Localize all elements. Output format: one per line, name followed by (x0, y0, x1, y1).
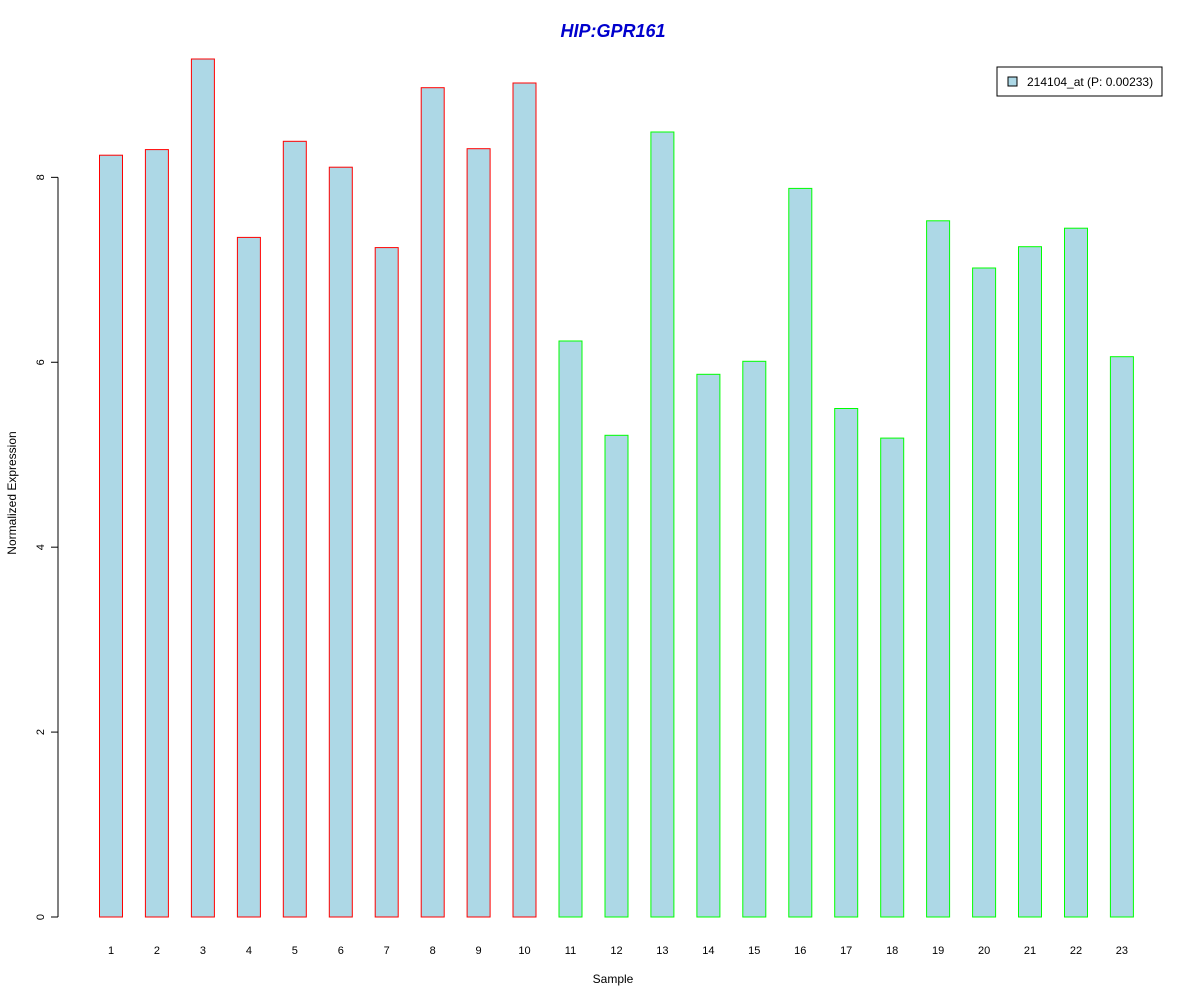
x-tick-label: 17 (840, 945, 852, 957)
bars (99, 58, 1134, 918)
x-tick-label: 10 (518, 945, 530, 957)
bar-sample-15 (742, 360, 767, 918)
x-tick-label: 18 (886, 945, 898, 957)
bar-sample-13 (650, 131, 675, 918)
x-tick-label: 3 (200, 945, 206, 957)
legend-label: 214104_at (P: 0.00233) (1027, 75, 1153, 89)
x-tick-label: 22 (1070, 945, 1082, 957)
bar-sample-18 (880, 437, 905, 918)
bar-sample-4 (236, 236, 261, 918)
bar-sample-1 (99, 154, 123, 918)
bar-sample-10 (512, 82, 537, 918)
x-tick-label: 7 (384, 945, 390, 957)
x-tick-label: 15 (748, 945, 760, 957)
y-tick-label: 4 (35, 544, 47, 550)
y-axis-label: Normalized Expression (5, 431, 19, 554)
x-tick-label: 9 (476, 945, 482, 957)
x-tick-label: 2 (154, 945, 160, 957)
bar-sample-9 (466, 148, 491, 918)
legend: 214104_at (P: 0.00233) (996, 66, 1163, 97)
x-tick-label: 16 (794, 945, 806, 957)
bar-sample-21 (1018, 246, 1042, 918)
y-tick-label: 0 (35, 914, 47, 920)
y-tick-label: 6 (35, 359, 47, 365)
bar-sample-3 (190, 58, 215, 918)
bar-sample-20 (972, 267, 997, 918)
bar-sample-14 (696, 373, 721, 918)
chart-title: HIP:GPR161 (560, 21, 665, 41)
x-tick-labels: 1 2 3 4 5 6 7 8 9 10 11 12 13 14 15 16 17 18 19 20 21 22 23 (108, 945, 1128, 957)
x-tick-label: 5 (292, 945, 298, 957)
bar-sample-11 (558, 340, 583, 918)
legend-swatch (1007, 76, 1018, 87)
y-axis: 0 2 4 6 8 (35, 174, 59, 920)
bar-sample-7 (374, 247, 399, 918)
x-tick-label: 19 (932, 945, 944, 957)
bar-sample-19 (926, 220, 951, 918)
x-tick-label: 13 (656, 945, 668, 957)
x-axis-label: Sample (593, 972, 634, 986)
y-tick-label: 2 (35, 729, 47, 735)
x-tick-label: 4 (246, 945, 252, 957)
x-tick-label: 21 (1024, 945, 1036, 957)
bar-sample-2 (144, 149, 169, 918)
bar-sample-17 (834, 408, 859, 918)
x-tick-label: 1 (108, 945, 114, 957)
x-tick-label: 11 (565, 945, 576, 957)
x-tick-label: 12 (610, 945, 622, 957)
x-tick-label: 8 (430, 945, 436, 957)
x-tick-label: 14 (702, 945, 714, 957)
x-tick-label: 6 (338, 945, 344, 957)
y-tick-label: 8 (35, 174, 47, 180)
bar-sample-5 (282, 140, 307, 918)
bar-sample-16 (788, 187, 813, 918)
x-tick-label: 20 (978, 945, 990, 957)
bar-sample-22 (1064, 227, 1088, 918)
bar-sample-12 (604, 434, 629, 918)
legend-box (996, 66, 1163, 97)
x-tick-label: 23 (1116, 945, 1128, 957)
bar-sample-23 (1109, 356, 1134, 918)
bar-sample-8 (420, 87, 445, 918)
bar-sample-6 (328, 166, 353, 918)
